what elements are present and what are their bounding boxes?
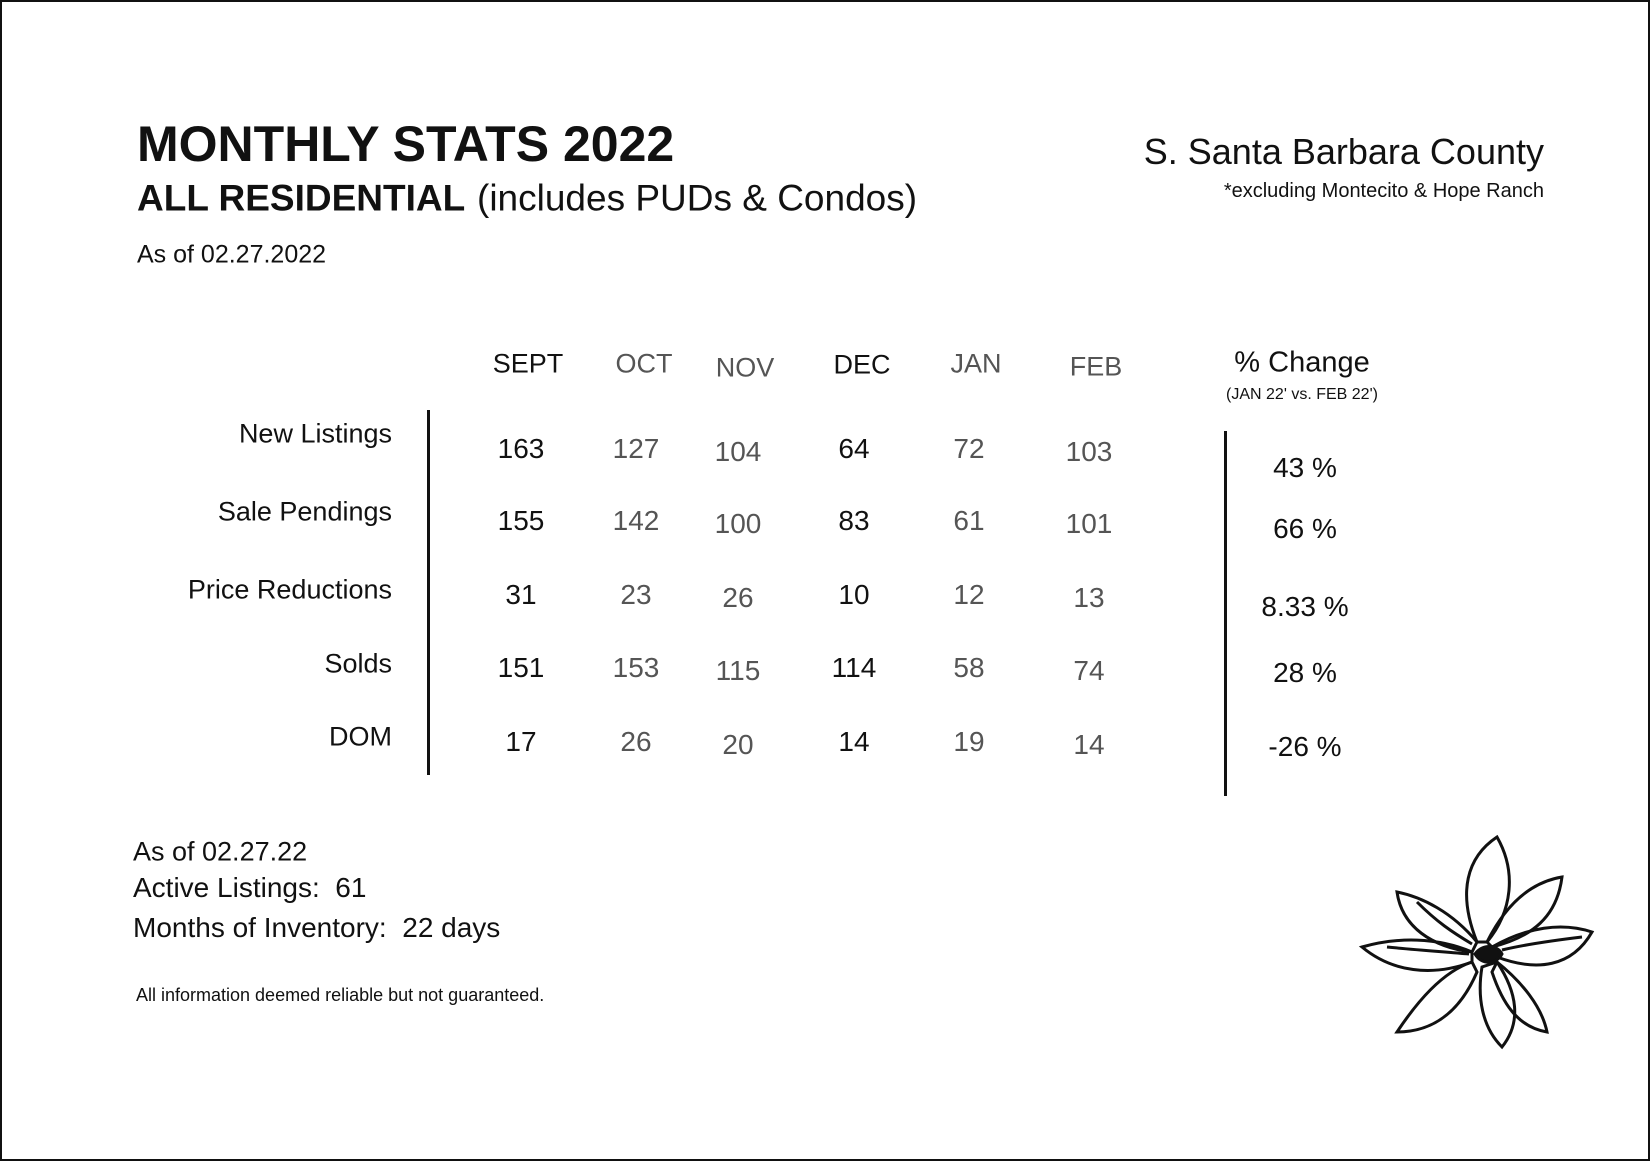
- cell: 13: [1073, 582, 1105, 613]
- footer-text: Active Listings: 61: [133, 872, 367, 903]
- cell: 10: [838, 579, 870, 610]
- cell: 14: [838, 726, 870, 757]
- cell: 101: [1065, 508, 1113, 539]
- change-cell: 43 %: [1273, 452, 1337, 483]
- column-header: % Change: [1234, 346, 1370, 379]
- column-subheader: (JAN 22' vs. FEB 22'): [1226, 386, 1378, 403]
- divider: [427, 410, 430, 775]
- region: S. Santa Barbara County: [1143, 131, 1544, 172]
- footer-text: Months of Inventory: 22 days: [133, 912, 501, 943]
- cell: 114: [831, 652, 877, 683]
- footer-text: As of 02.27.22: [133, 836, 308, 867]
- column-header: FEB: [1069, 351, 1123, 382]
- cell: 26: [722, 582, 754, 613]
- cell: 151: [497, 652, 545, 683]
- cell: 127: [612, 433, 660, 464]
- cell: 103: [1065, 436, 1113, 467]
- cell: 74: [1073, 655, 1105, 686]
- row-label: Price Reductions: [187, 574, 392, 605]
- column-header: DEC: [833, 349, 891, 380]
- row-label: DOM: [329, 721, 392, 752]
- cell: 104: [714, 436, 762, 467]
- cell: 31: [505, 579, 537, 610]
- cell: 100: [714, 508, 762, 539]
- row-label: Sale Pendings: [217, 496, 392, 527]
- cell: 20: [722, 729, 754, 760]
- subtitle: (includes PUDs & Condos): [477, 177, 918, 219]
- row-label: New Listings: [238, 418, 392, 449]
- cell: 61: [953, 505, 985, 536]
- cell: 12: [953, 579, 985, 610]
- cell: 58: [953, 652, 985, 683]
- change-cell: 8.33 %: [1261, 591, 1349, 622]
- row-label: Solds: [324, 648, 392, 679]
- change-cell: 66 %: [1273, 513, 1337, 544]
- flower-icon: [1358, 834, 1595, 1050]
- cell: 14: [1073, 729, 1105, 760]
- column-header: SEPT: [492, 348, 564, 379]
- divider: [1224, 431, 1227, 796]
- cell: 26: [620, 726, 652, 757]
- cell: 142: [612, 505, 660, 536]
- cell: 153: [612, 652, 660, 683]
- column-header: JAN: [950, 348, 1002, 379]
- column-header: NOV: [715, 352, 775, 383]
- note: *excluding Montecito & Hope Ranch: [1223, 180, 1544, 202]
- cell: 155: [497, 505, 545, 536]
- cell: 83: [838, 505, 870, 536]
- title: MONTHLY STATS 2022: [137, 116, 675, 172]
- cell: 19: [953, 726, 985, 757]
- cell: 163: [497, 433, 545, 464]
- change-cell: 28 %: [1273, 657, 1337, 688]
- cell: 72: [953, 433, 985, 464]
- cell: 64: [838, 433, 870, 464]
- disclaimer: All information deemed reliable but not …: [136, 985, 545, 1005]
- change-cell: -26 %: [1268, 731, 1342, 762]
- column-header: OCT: [615, 348, 673, 379]
- cell: 115: [715, 655, 761, 686]
- cell: 17: [505, 726, 537, 757]
- cell: 23: [620, 579, 652, 610]
- date: As of 02.27.2022: [137, 240, 327, 269]
- subtitle: ALL RESIDENTIAL: [137, 177, 466, 219]
